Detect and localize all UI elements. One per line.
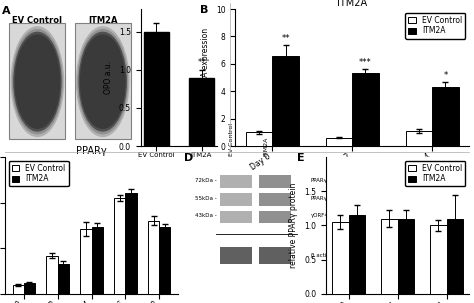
Bar [430, 225, 447, 294]
Title: PPARγ: PPARγ [76, 146, 107, 156]
Text: B: B [200, 5, 209, 15]
Bar [432, 87, 459, 146]
Bar [273, 56, 299, 146]
Bar [406, 131, 432, 146]
Text: D: D [184, 153, 193, 163]
Text: ***: *** [359, 58, 372, 67]
Legend: EV Control, ITM2A: EV Control, ITM2A [405, 161, 465, 186]
Circle shape [11, 27, 64, 136]
Circle shape [15, 35, 60, 128]
Text: γORF4: γORF4 [311, 213, 329, 218]
Bar [126, 193, 137, 294]
Bar [259, 247, 291, 264]
Text: ITM2A: ITM2A [88, 16, 118, 25]
Text: *: * [443, 71, 447, 80]
Circle shape [79, 32, 126, 131]
Bar [148, 221, 159, 294]
Text: EV Control: EV Control [12, 16, 63, 25]
Bar [220, 193, 252, 206]
Bar [159, 227, 171, 294]
Bar [348, 215, 365, 294]
Bar [24, 283, 35, 294]
Text: PPARγ2: PPARγ2 [311, 178, 331, 183]
Bar [259, 175, 291, 188]
Legend: EV Control, ITM2A: EV Control, ITM2A [405, 13, 465, 38]
Bar [46, 255, 58, 294]
Bar [58, 264, 69, 294]
Circle shape [14, 32, 61, 131]
Bar [91, 227, 103, 294]
Bar [13, 285, 24, 294]
Text: PPARγ1: PPARγ1 [311, 195, 331, 201]
Circle shape [78, 30, 128, 134]
Text: E: E [297, 153, 305, 163]
Y-axis label: OPO a.u.: OPO a.u. [104, 61, 113, 94]
Text: A: A [2, 6, 11, 16]
Bar [81, 229, 91, 294]
Text: 55kDa -: 55kDa - [195, 195, 217, 201]
Text: ITM2A: ITM2A [264, 136, 268, 156]
Text: **: ** [197, 58, 206, 67]
Y-axis label: relative mRNA expression: relative mRNA expression [201, 28, 210, 127]
Bar [220, 211, 252, 223]
Text: **: ** [281, 34, 290, 43]
Bar [259, 211, 291, 223]
Bar [220, 175, 252, 188]
Text: EV Control: EV Control [229, 123, 235, 156]
Bar [189, 78, 214, 146]
Bar [382, 218, 398, 294]
Bar [246, 132, 273, 146]
Bar [326, 138, 352, 146]
Bar [259, 193, 291, 206]
Bar [398, 218, 414, 294]
Text: 72kDa -: 72kDa - [195, 178, 217, 183]
Bar [352, 73, 379, 146]
Bar [114, 198, 126, 294]
Y-axis label: relative PPARγ protein: relative PPARγ protein [290, 183, 299, 268]
Bar [220, 247, 252, 264]
Bar [144, 32, 169, 146]
Bar [74, 23, 131, 139]
Title: ITM2A: ITM2A [337, 0, 367, 8]
Bar [332, 222, 348, 294]
Bar [447, 218, 463, 294]
Text: 43kDa -: 43kDa - [195, 213, 217, 218]
Legend: EV Control, ITM2A: EV Control, ITM2A [9, 161, 69, 186]
Bar [9, 23, 65, 139]
Circle shape [81, 35, 125, 128]
Text: β actin: β actin [311, 253, 330, 258]
Circle shape [77, 27, 129, 136]
Circle shape [13, 30, 62, 134]
